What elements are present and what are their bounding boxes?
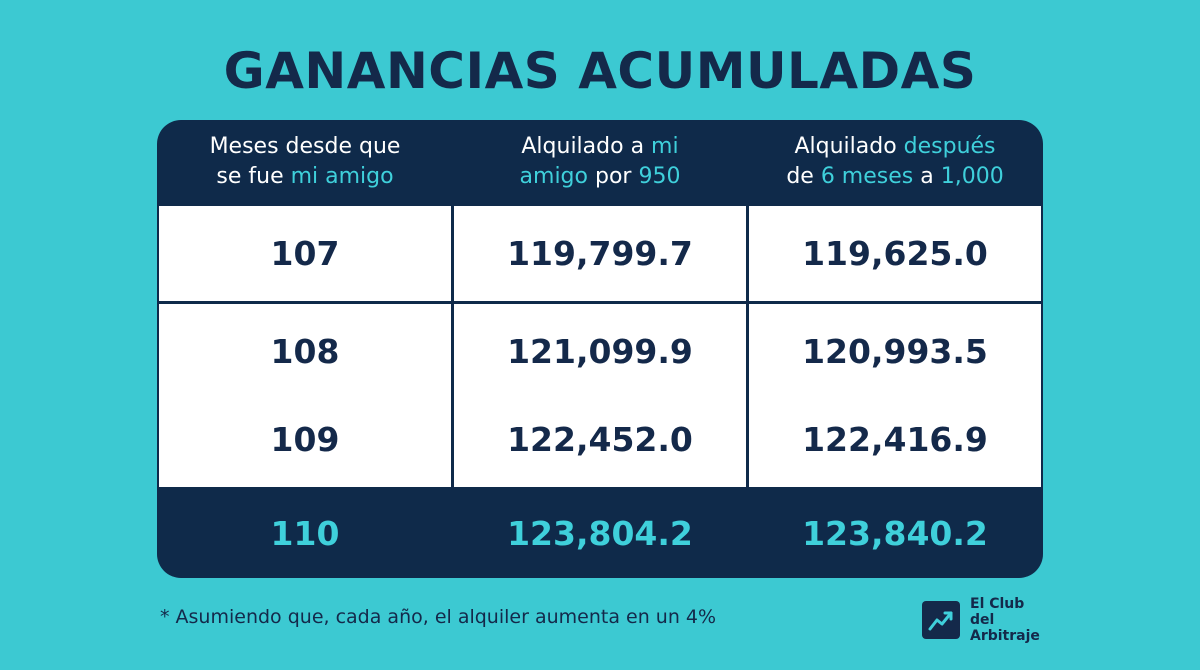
header-1000-line2b: 6 meses: [820, 164, 914, 189]
logo-text: El Club del Arbitraje: [970, 596, 1040, 644]
table-row-highlight: 110 123,804.2 123,840.2: [157, 486, 1043, 578]
brand-logo: El Club del Arbitraje: [922, 596, 1040, 644]
table-cell: 123,804.2: [507, 514, 693, 553]
table-cell: 121,099.9: [454, 304, 746, 399]
table-cell: 122,452.0: [454, 392, 746, 487]
header-950-line2b: por: [587, 164, 639, 189]
table-cell: 123,840.2: [802, 514, 988, 553]
table-cell: 119,625.0: [749, 206, 1041, 301]
earnings-table: Meses desde que se fue mi amigo Alquilad…: [157, 120, 1043, 578]
table-cell: 110: [270, 514, 340, 553]
header-950-line2a: amigo: [519, 164, 588, 189]
logo-line3: Arbitraje: [970, 628, 1040, 644]
header-1000-line1a: Alquilado: [794, 134, 904, 159]
header-950-line2c: 950: [638, 164, 681, 189]
table-row: 109 122,452.0 122,416.9: [157, 392, 1043, 487]
table-header: Meses desde que se fue mi amigo Alquilad…: [157, 120, 1043, 204]
table-cell: 108: [159, 304, 451, 399]
header-1000-line2d: 1,000: [940, 164, 1004, 189]
table-cell: 119,799.7: [454, 206, 746, 301]
header-months-line2b: mi amigo: [290, 164, 394, 189]
table-cell: 120,993.5: [749, 304, 1041, 399]
table-row: 108 121,099.9 120,993.5: [157, 304, 1043, 399]
logo-line1: El Club: [970, 596, 1025, 612]
footnote: * Asumiendo que, cada año, el alquiler a…: [160, 606, 717, 628]
table-row: 107 119,799.7 119,625.0: [157, 206, 1043, 301]
header-months: Meses desde que se fue mi amigo: [159, 120, 451, 204]
header-950-line1b: mi: [651, 134, 679, 159]
table-cell: 122,416.9: [749, 392, 1041, 487]
header-950-line1a: Alquilado a: [521, 134, 652, 159]
header-rented-950: Alquilado a mi amigo por 950: [454, 120, 746, 204]
chart-trend-icon: [922, 601, 960, 639]
header-1000-line2a: de: [786, 164, 821, 189]
table-cell: 107: [159, 206, 451, 301]
header-1000-line1b: después: [903, 134, 996, 159]
table-cell: 109: [159, 392, 451, 487]
header-rented-1000: Alquilado después de 6 meses a 1,000: [749, 120, 1041, 204]
logo-line2: del: [970, 612, 995, 628]
header-months-line2a: se fue: [216, 164, 291, 189]
header-1000-line2c: a: [913, 164, 941, 189]
header-months-line1: Meses desde que: [209, 134, 401, 159]
page-title: GANANCIAS ACUMULADAS: [223, 42, 977, 100]
